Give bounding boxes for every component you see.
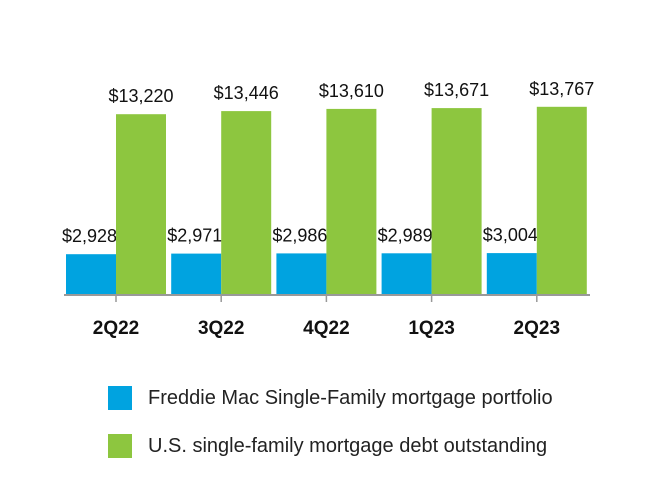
data-label-portfolio-3Q22: $2,971	[167, 226, 222, 246]
x-tick-label-1Q23: 1Q23	[408, 318, 454, 339]
data-label-portfolio-1Q23: $2,989	[378, 225, 433, 245]
bar-debt-outstanding-3Q22	[221, 111, 272, 294]
bar-debt-outstanding-4Q22	[326, 108, 377, 295]
legend-label-debt-outstanding: U.S. single-family mortgage debt outstan…	[148, 435, 548, 457]
bar-portfolio-2Q23	[486, 253, 537, 294]
data-label-portfolio-2Q23: $3,004	[483, 225, 538, 245]
data-label-debt-outstanding-4Q22: $13,610	[319, 81, 384, 101]
bar-debt-outstanding-2Q22	[116, 114, 166, 294]
x-tick-label-4Q22: 4Q22	[303, 318, 349, 339]
bar-portfolio-3Q22	[171, 253, 222, 294]
bar-debt-outstanding-2Q23	[536, 106, 587, 294]
data-label-debt-outstanding-2Q23: $13,767	[529, 79, 594, 99]
bar-portfolio-2Q22	[66, 254, 116, 294]
bar-portfolio-1Q23	[381, 253, 432, 294]
data-label-debt-outstanding-2Q22: $13,220	[108, 86, 173, 106]
data-label-debt-outstanding-1Q23: $13,671	[424, 80, 489, 100]
x-tick-label-2Q23: 2Q23	[514, 318, 560, 339]
data-label-portfolio-2Q22: $2,928	[62, 226, 117, 246]
legend-swatch-portfolio	[108, 386, 132, 410]
bar-portfolio-4Q22	[276, 253, 327, 294]
legend-swatch-debt-outstanding	[108, 434, 132, 458]
legend-label-portfolio: Freddie Mac Single-Family mortgage portf…	[148, 387, 553, 409]
data-label-portfolio-4Q22: $2,986	[272, 225, 327, 245]
x-tick-label-3Q22: 3Q22	[198, 318, 244, 339]
x-tick-label-2Q22: 2Q22	[93, 318, 139, 339]
data-label-debt-outstanding-3Q22: $13,446	[214, 83, 279, 103]
bar-debt-outstanding-1Q23	[431, 108, 482, 294]
